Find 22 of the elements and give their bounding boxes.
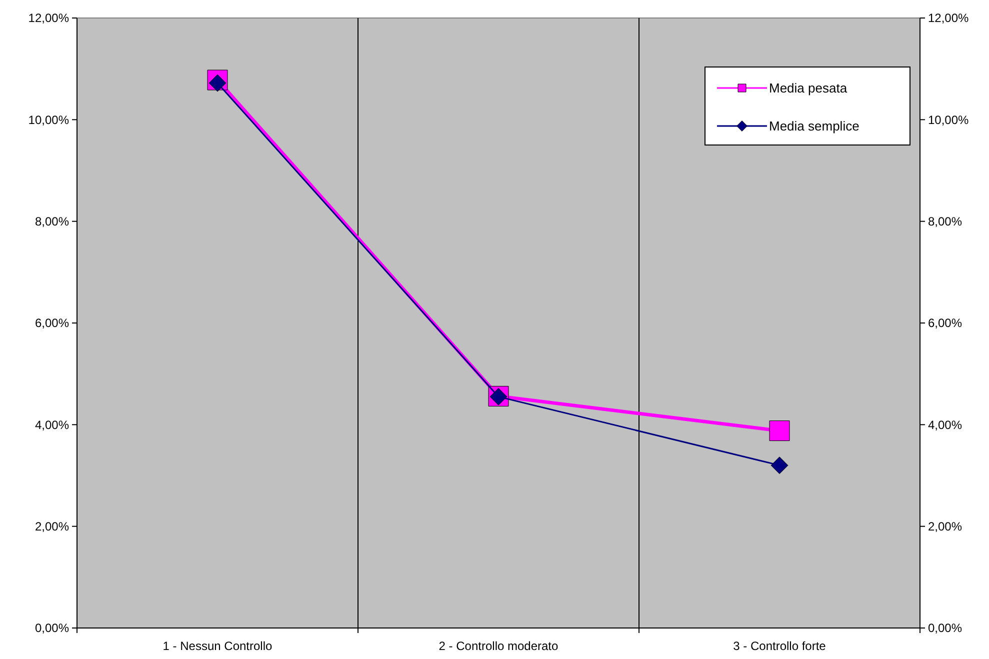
y-tick-label: 2,00% — [34, 520, 70, 534]
y2-tick-label: 4,00% — [928, 418, 962, 432]
y-tick-label: 6,00% — [34, 316, 70, 330]
x-tick-label: 1 - Nessun Controllo — [162, 639, 273, 653]
y-tick-label: 12,00% — [28, 11, 70, 26]
legend-label: Media semplice — [769, 118, 860, 134]
y-tick-label: 0,00% — [34, 621, 70, 636]
y2-tick-label: 10,00% — [928, 112, 970, 127]
y2-tick-label: 6,00% — [928, 316, 962, 330]
y2-tick-label: 0,00% — [928, 621, 962, 636]
y-tick-label: 10,00% — [28, 112, 70, 127]
point — [769, 420, 790, 442]
y2-tick-label: 12,00% — [928, 11, 970, 26]
x-tick-label: 3 - Controllo forte — [733, 639, 826, 653]
y2-tick-label: 2,00% — [928, 520, 962, 534]
y-tick-label: 8,00% — [34, 214, 70, 229]
point — [208, 74, 226, 92]
legend-label: Media pesata — [769, 80, 848, 96]
x-tick-label: 2 - Controllo moderato — [438, 639, 559, 653]
y2-tick-label: 8,00% — [928, 214, 962, 229]
point — [770, 456, 788, 474]
y-tick-label: 4,00% — [34, 418, 70, 432]
